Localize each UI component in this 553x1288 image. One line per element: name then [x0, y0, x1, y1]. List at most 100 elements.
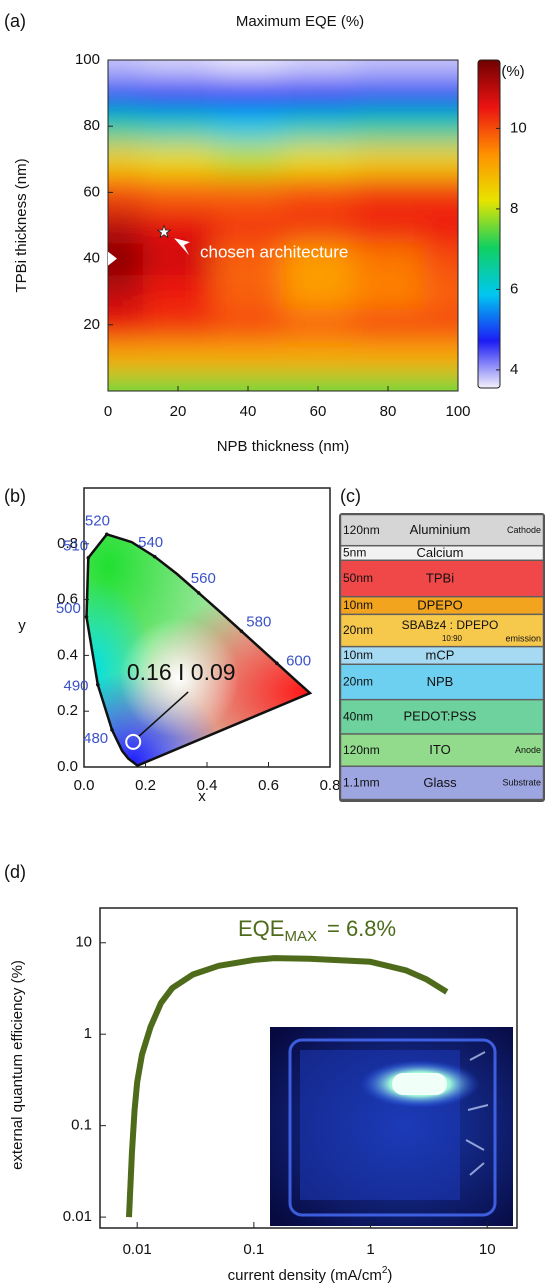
y-tick-label: 0.6 [57, 591, 78, 608]
heatmap-cell [283, 76, 354, 111]
wavelength-tick [96, 682, 100, 687]
heatmap-cell [108, 76, 144, 111]
layer-role: Cathode [507, 525, 541, 535]
heatmap-cell [213, 142, 284, 177]
heatmap-cell [283, 374, 354, 391]
heatmap-cell [213, 175, 284, 210]
panel-b: (b) 0.0 0.2 0.4 0.6 0.8 0.0 0.2 0.4 0.6 0.8 x y 480 49… [4, 486, 340, 805]
y-tick-label: 0.4 [57, 646, 78, 663]
y-tick-label: 0.0 [57, 758, 78, 775]
layer-role: Substrate [502, 778, 541, 788]
heatmap-cell [423, 109, 458, 144]
wavelength-label: 600 [286, 652, 311, 669]
heatmap-cell [108, 208, 144, 243]
heatmap-cell [423, 76, 458, 111]
x-tick-label: 1 [366, 1241, 374, 1258]
layer [340, 545, 544, 561]
layer-material: Aluminium [410, 522, 471, 537]
panel-d: (d) 0.01 0.1 1 10 0.01 0.1 1 10 current density (… [4, 862, 518, 1284]
heatmap-cell [423, 60, 458, 78]
x-tick-label: 10 [479, 1241, 496, 1258]
emission-point [125, 733, 142, 750]
heatmap-cell [213, 60, 284, 78]
panel-a: (a) Maximum EQE (%) 0 20 40 60 80 100 20 40 60 80 10… [4, 11, 527, 455]
layer-thickness: 20nm [343, 623, 373, 637]
gamut-white [119, 617, 240, 738]
heatmap-cell [143, 242, 214, 276]
y-tick-label: 10 [75, 934, 92, 951]
heatmap-cell [283, 60, 354, 78]
heatmap-cell [353, 308, 424, 342]
layer-material: DPEPO [417, 597, 463, 612]
wavelength-tick [104, 532, 109, 537]
heatmap-cell [143, 374, 214, 391]
wavelength-label: 580 [246, 614, 271, 631]
heatmap-cell [143, 275, 214, 309]
heatmap-cell [283, 109, 354, 144]
y-tick-label: 40 [83, 250, 100, 267]
wavelength-label: 540 [138, 534, 163, 551]
layer [340, 596, 544, 615]
wavelength-tick [275, 661, 279, 666]
layer-thickness: 40nm [343, 709, 373, 723]
panel-label: (d) [4, 862, 26, 882]
heatmap-cell [213, 109, 284, 144]
heatmap-cell [353, 275, 424, 309]
panel-label: (b) [4, 486, 26, 506]
layer [340, 766, 544, 800]
heatmap-cell [423, 242, 458, 276]
annotation: EQEMAX = 6.8% [238, 916, 396, 945]
heatmap-cell [213, 76, 284, 111]
wavelength-label: 480 [83, 730, 108, 747]
layer [340, 734, 544, 766]
heatmap-cell [143, 109, 214, 144]
layer-material: mCP [426, 647, 455, 662]
heatmap-cell [108, 374, 144, 391]
wavelength-tick [86, 555, 91, 560]
wavelength-tick [84, 615, 89, 619]
panel-label: (c) [340, 486, 361, 506]
x-tick-label: 20 [170, 403, 187, 420]
y-tick-label: 0.2 [57, 702, 78, 719]
annotation-arrow [174, 238, 190, 256]
heatmap [108, 60, 458, 391]
heatmap-cell [353, 142, 424, 177]
heatmap-cell [353, 242, 424, 276]
layer-thickness: 10nm [343, 648, 373, 662]
layer-material: ITO [429, 742, 450, 757]
y-tick-label: 0.1 [71, 1117, 92, 1134]
x-tick-label: 100 [445, 403, 470, 420]
heatmap-cell [423, 175, 458, 210]
y-tick-label: 100 [75, 51, 100, 68]
layer-thickness: 120nm [343, 743, 380, 757]
heatmap-cell [283, 142, 354, 177]
heatmap-cell [283, 208, 354, 243]
device-photo [270, 1027, 513, 1226]
heatmap-cell [423, 308, 458, 342]
layer-thickness: 20nm [343, 675, 373, 689]
wavelength-label: 490 [64, 677, 89, 694]
layer-thickness: 1.1mm [343, 776, 380, 790]
y-axis-label: external quantum efficiency (%) [9, 960, 26, 1170]
colorbar-tick-label: 8 [510, 200, 518, 217]
heatmap-cell [353, 60, 424, 78]
layer-role: Anode [515, 745, 541, 755]
heatmap-cell [283, 242, 354, 276]
heatmap-cell [108, 142, 144, 177]
x-axis-label: NPB thickness (nm) [217, 438, 350, 455]
layer [340, 646, 544, 665]
layer [340, 560, 544, 597]
heatmap-cell [143, 208, 214, 243]
x-axis-label: current density (mA/cm2) [228, 1265, 393, 1284]
x-tick-label: 0.6 [258, 777, 279, 794]
x-tick-label: 60 [310, 403, 327, 420]
x-tick-label: 80 [380, 403, 397, 420]
heatmap-cell [283, 341, 354, 375]
colorbar-tick-label: 10 [510, 119, 527, 136]
heatmap-cell [283, 275, 354, 309]
layer-material: SBABz4 : DPEPO [402, 618, 499, 632]
wavelength-label: 510 [63, 537, 88, 554]
y-axis-label: y [18, 617, 26, 634]
y-tick-label: 20 [83, 316, 100, 333]
